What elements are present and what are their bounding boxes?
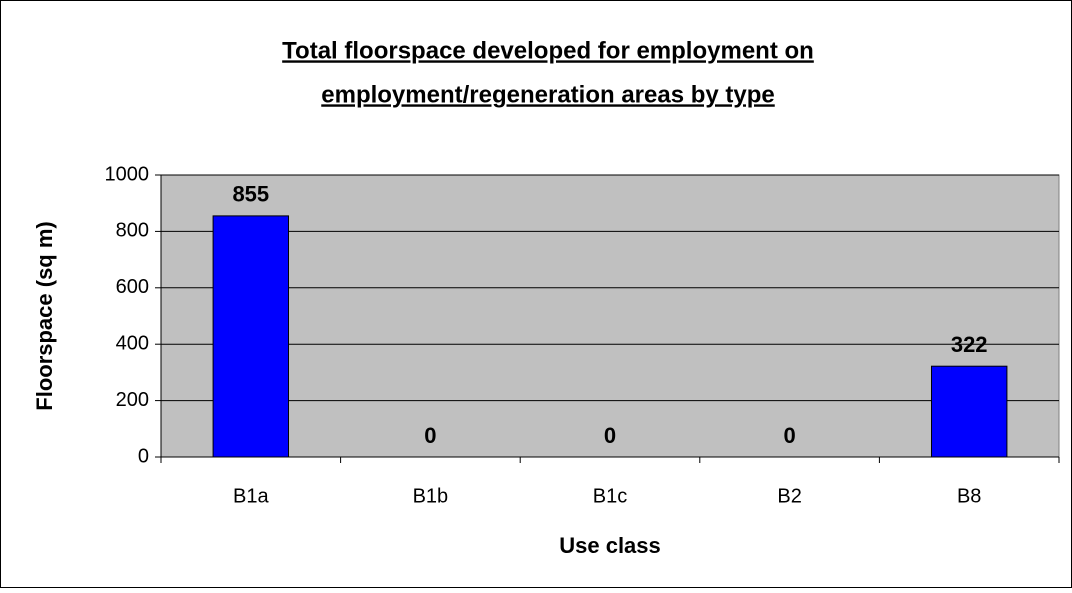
y-tick-label: 0	[138, 445, 149, 467]
data-label: 0	[604, 423, 616, 448]
bar	[930, 365, 1008, 458]
y-tick-label: 200	[116, 389, 149, 411]
x-tick-label: B8	[957, 485, 981, 507]
y-tick-label: 400	[116, 332, 149, 354]
data-label: 0	[783, 423, 795, 448]
chart-title: Total floorspace developed for employmen…	[282, 37, 814, 64]
x-tick-label: B2	[777, 485, 801, 507]
y-axis-label: Floorspace (sq m)	[32, 221, 57, 410]
data-label: 0	[424, 423, 436, 448]
chart-title: employment/regeneration areas by type	[321, 81, 775, 108]
data-label: 322	[951, 332, 988, 357]
x-tick-label: B1a	[233, 485, 269, 507]
y-tick-label: 800	[116, 220, 149, 242]
x-axis-label: Use class	[559, 533, 661, 558]
y-tick-label: 600	[116, 276, 149, 298]
bar	[212, 215, 290, 458]
data-label: 855	[232, 182, 269, 207]
plot-area	[160, 174, 1060, 458]
y-tick-label: 1000	[105, 163, 150, 185]
x-tick-label: B1b	[413, 485, 449, 507]
x-tick-label: B1c	[593, 485, 627, 507]
